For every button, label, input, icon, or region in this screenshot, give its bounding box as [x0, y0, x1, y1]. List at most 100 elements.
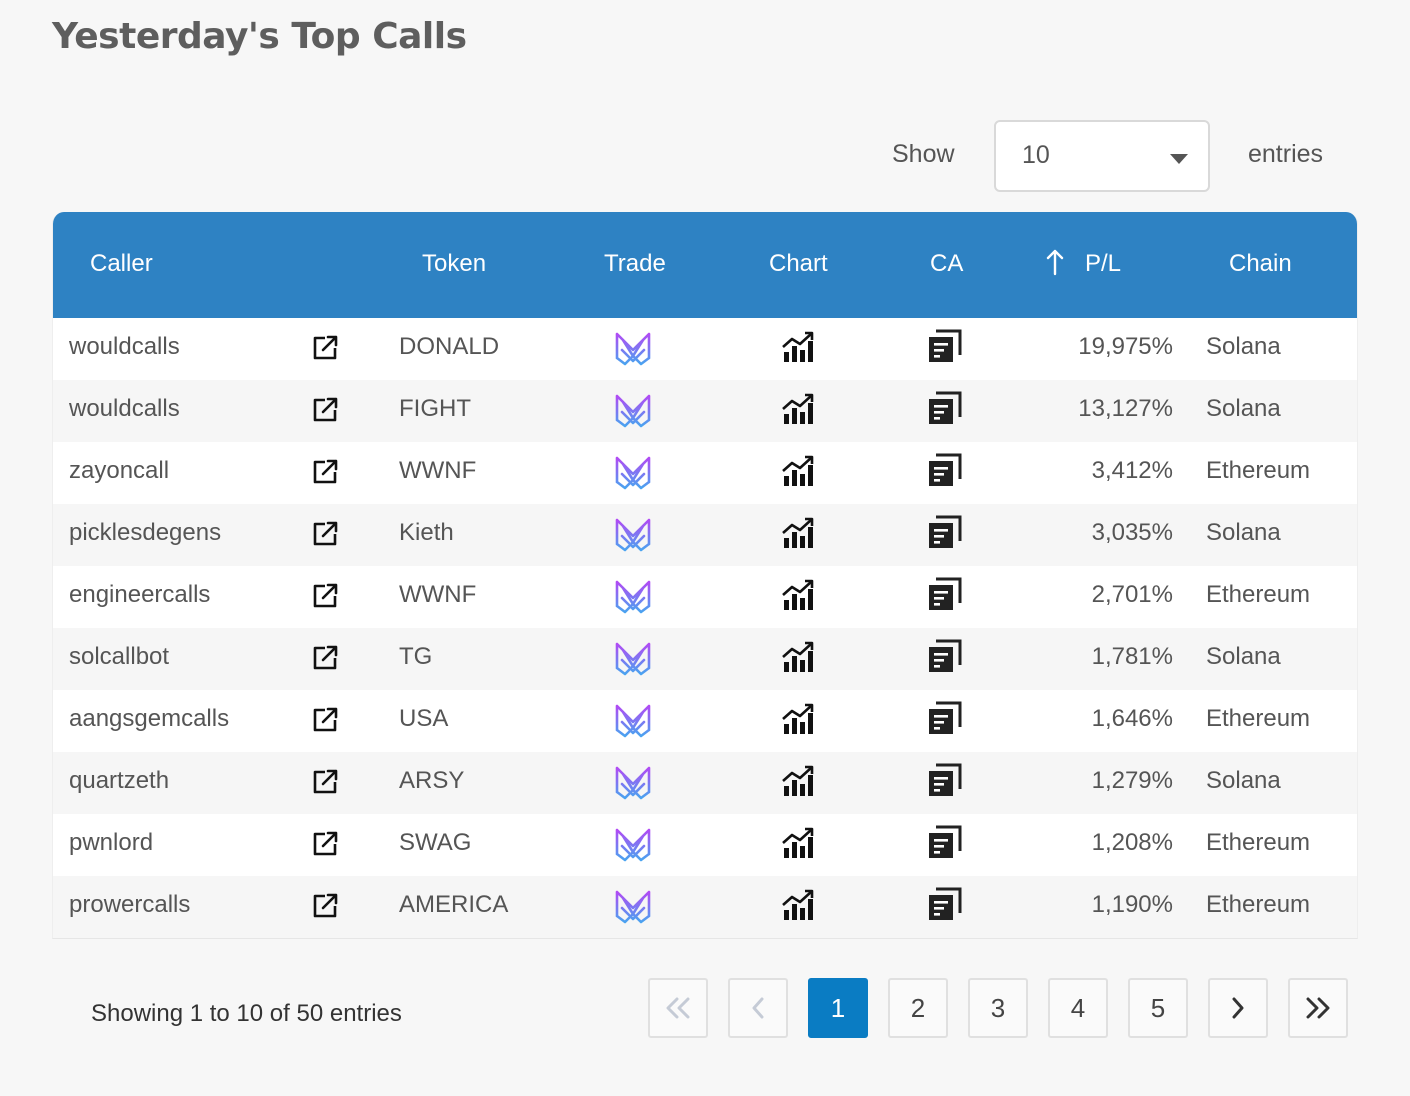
double-chevron-right-icon	[1306, 997, 1330, 1019]
table-row: aangsgemcalls USA 1,646% Ethereum	[53, 690, 1357, 752]
copy-icon[interactable]	[927, 514, 963, 550]
trade-logo-icon[interactable]	[613, 328, 653, 366]
copy-icon[interactable]	[927, 576, 963, 612]
col-header-chain[interactable]: Chain	[1229, 250, 1292, 277]
copy-icon[interactable]	[927, 700, 963, 736]
calls-table: Caller Token Trade Chart CA P/L Chain wo…	[52, 212, 1358, 939]
token-cell: ARSY	[399, 767, 465, 794]
pl-cell: 1,781%	[1091, 643, 1173, 670]
pl-cell: 1,646%	[1091, 705, 1173, 732]
table-row: picklesdegens Kieth 3,035% Solana	[53, 504, 1357, 566]
chart-icon[interactable]	[781, 454, 815, 488]
chain-cell: Ethereum	[1206, 457, 1311, 484]
chart-icon[interactable]	[781, 826, 815, 860]
copy-icon[interactable]	[927, 638, 963, 674]
col-header-caller[interactable]: Caller	[90, 250, 153, 277]
chart-icon[interactable]	[781, 516, 815, 550]
entries-select[interactable]: 10	[994, 120, 1210, 192]
external-link-icon[interactable]	[311, 458, 339, 486]
col-header-trade[interactable]: Trade	[604, 250, 666, 277]
chart-icon[interactable]	[781, 888, 815, 922]
chain-cell: Ethereum	[1206, 829, 1311, 856]
chain-cell: Ethereum	[1206, 891, 1311, 918]
page-button-2[interactable]: 2	[888, 978, 948, 1038]
chain-cell: Solana	[1206, 333, 1281, 360]
chart-icon[interactable]	[781, 702, 815, 736]
external-link-icon[interactable]	[311, 334, 339, 362]
col-header-token[interactable]: Token	[422, 250, 487, 277]
chain-cell: Solana	[1206, 519, 1281, 546]
external-link-icon[interactable]	[311, 644, 339, 672]
copy-icon[interactable]	[927, 886, 963, 922]
external-link-icon[interactable]	[311, 830, 339, 858]
copy-icon[interactable]	[927, 328, 963, 364]
trade-logo-icon[interactable]	[613, 886, 653, 924]
external-link-icon[interactable]	[311, 582, 339, 610]
col-header-ca[interactable]: CA	[930, 250, 964, 277]
trade-logo-icon[interactable]	[613, 700, 653, 738]
chart-icon[interactable]	[781, 578, 815, 612]
external-link-icon[interactable]	[311, 892, 339, 920]
chain-cell: Solana	[1206, 643, 1281, 670]
token-cell: TG	[399, 643, 433, 670]
trade-logo-icon[interactable]	[613, 390, 653, 428]
external-link-icon[interactable]	[311, 520, 339, 548]
trade-logo-icon[interactable]	[613, 576, 653, 614]
table-row: zayoncall WWNF 3,412% Ethereum	[53, 442, 1357, 504]
trade-logo-icon[interactable]	[613, 762, 653, 800]
prev-page-button[interactable]	[728, 978, 788, 1038]
pl-cell: 13,127%	[1078, 395, 1173, 422]
trade-logo-icon[interactable]	[613, 824, 653, 862]
trade-logo-icon[interactable]	[613, 452, 653, 490]
caller-cell: quartzeth	[69, 767, 170, 794]
caller-cell: engineercalls	[69, 581, 211, 608]
pl-cell: 2,701%	[1091, 581, 1173, 608]
page-button-5[interactable]: 5	[1128, 978, 1188, 1038]
chart-icon[interactable]	[781, 640, 815, 674]
caller-cell: solcallbot	[69, 643, 170, 670]
chart-icon[interactable]	[781, 330, 815, 364]
chart-icon[interactable]	[781, 392, 815, 426]
caller-cell: zayoncall	[69, 457, 170, 484]
trade-logo-icon[interactable]	[613, 638, 653, 676]
chevron-left-icon	[752, 997, 764, 1019]
chain-cell: Ethereum	[1206, 705, 1311, 732]
double-chevron-left-icon	[666, 997, 690, 1019]
caller-cell: wouldcalls	[69, 395, 180, 422]
trade-logo-icon[interactable]	[613, 514, 653, 552]
copy-icon[interactable]	[927, 390, 963, 426]
caller-cell: aangsgemcalls	[69, 705, 230, 732]
copy-icon[interactable]	[927, 824, 963, 860]
page-button-1[interactable]: 1	[808, 978, 868, 1038]
col-header-chart[interactable]: Chart	[769, 250, 828, 277]
col-header-pl[interactable]: P/L	[1085, 250, 1122, 277]
table-row: wouldcalls DONALD 19,975% Solana	[53, 318, 1357, 380]
chart-icon[interactable]	[781, 764, 815, 798]
last-page-button[interactable]	[1288, 978, 1348, 1038]
pl-cell: 3,035%	[1091, 519, 1173, 546]
external-link-icon[interactable]	[311, 706, 339, 734]
chevron-right-icon	[1232, 997, 1244, 1019]
chain-cell: Ethereum	[1206, 581, 1311, 608]
first-page-button[interactable]	[648, 978, 708, 1038]
copy-icon[interactable]	[927, 762, 963, 798]
table-body: wouldcalls DONALD 19,975% Solana wouldcalls F…	[53, 318, 1357, 938]
table-row: solcallbot TG 1,781% Solana	[53, 628, 1357, 690]
token-cell: WWNF	[399, 457, 477, 484]
pl-cell: 19,975%	[1078, 333, 1173, 360]
external-link-icon[interactable]	[311, 396, 339, 424]
copy-icon[interactable]	[927, 452, 963, 488]
table-row: wouldcalls FIGHT 13,127% Solana	[53, 380, 1357, 442]
external-link-icon[interactable]	[311, 768, 339, 796]
page-button-4[interactable]: 4	[1048, 978, 1108, 1038]
pl-cell: 1,208%	[1091, 829, 1173, 856]
page-button-3[interactable]: 3	[968, 978, 1028, 1038]
table-header: Caller Token Trade Chart CA P/L Chain	[53, 212, 1357, 318]
sort-ascending-icon[interactable]	[1045, 248, 1065, 276]
next-page-button[interactable]	[1208, 978, 1268, 1038]
token-cell: DONALD	[399, 333, 500, 360]
token-cell: AMERICA	[399, 891, 509, 918]
table-row: quartzeth ARSY 1,279% Solana	[53, 752, 1357, 814]
pl-cell: 1,190%	[1091, 891, 1173, 918]
table-row: pwnlord SWAG 1,208% Ethereum	[53, 814, 1357, 876]
